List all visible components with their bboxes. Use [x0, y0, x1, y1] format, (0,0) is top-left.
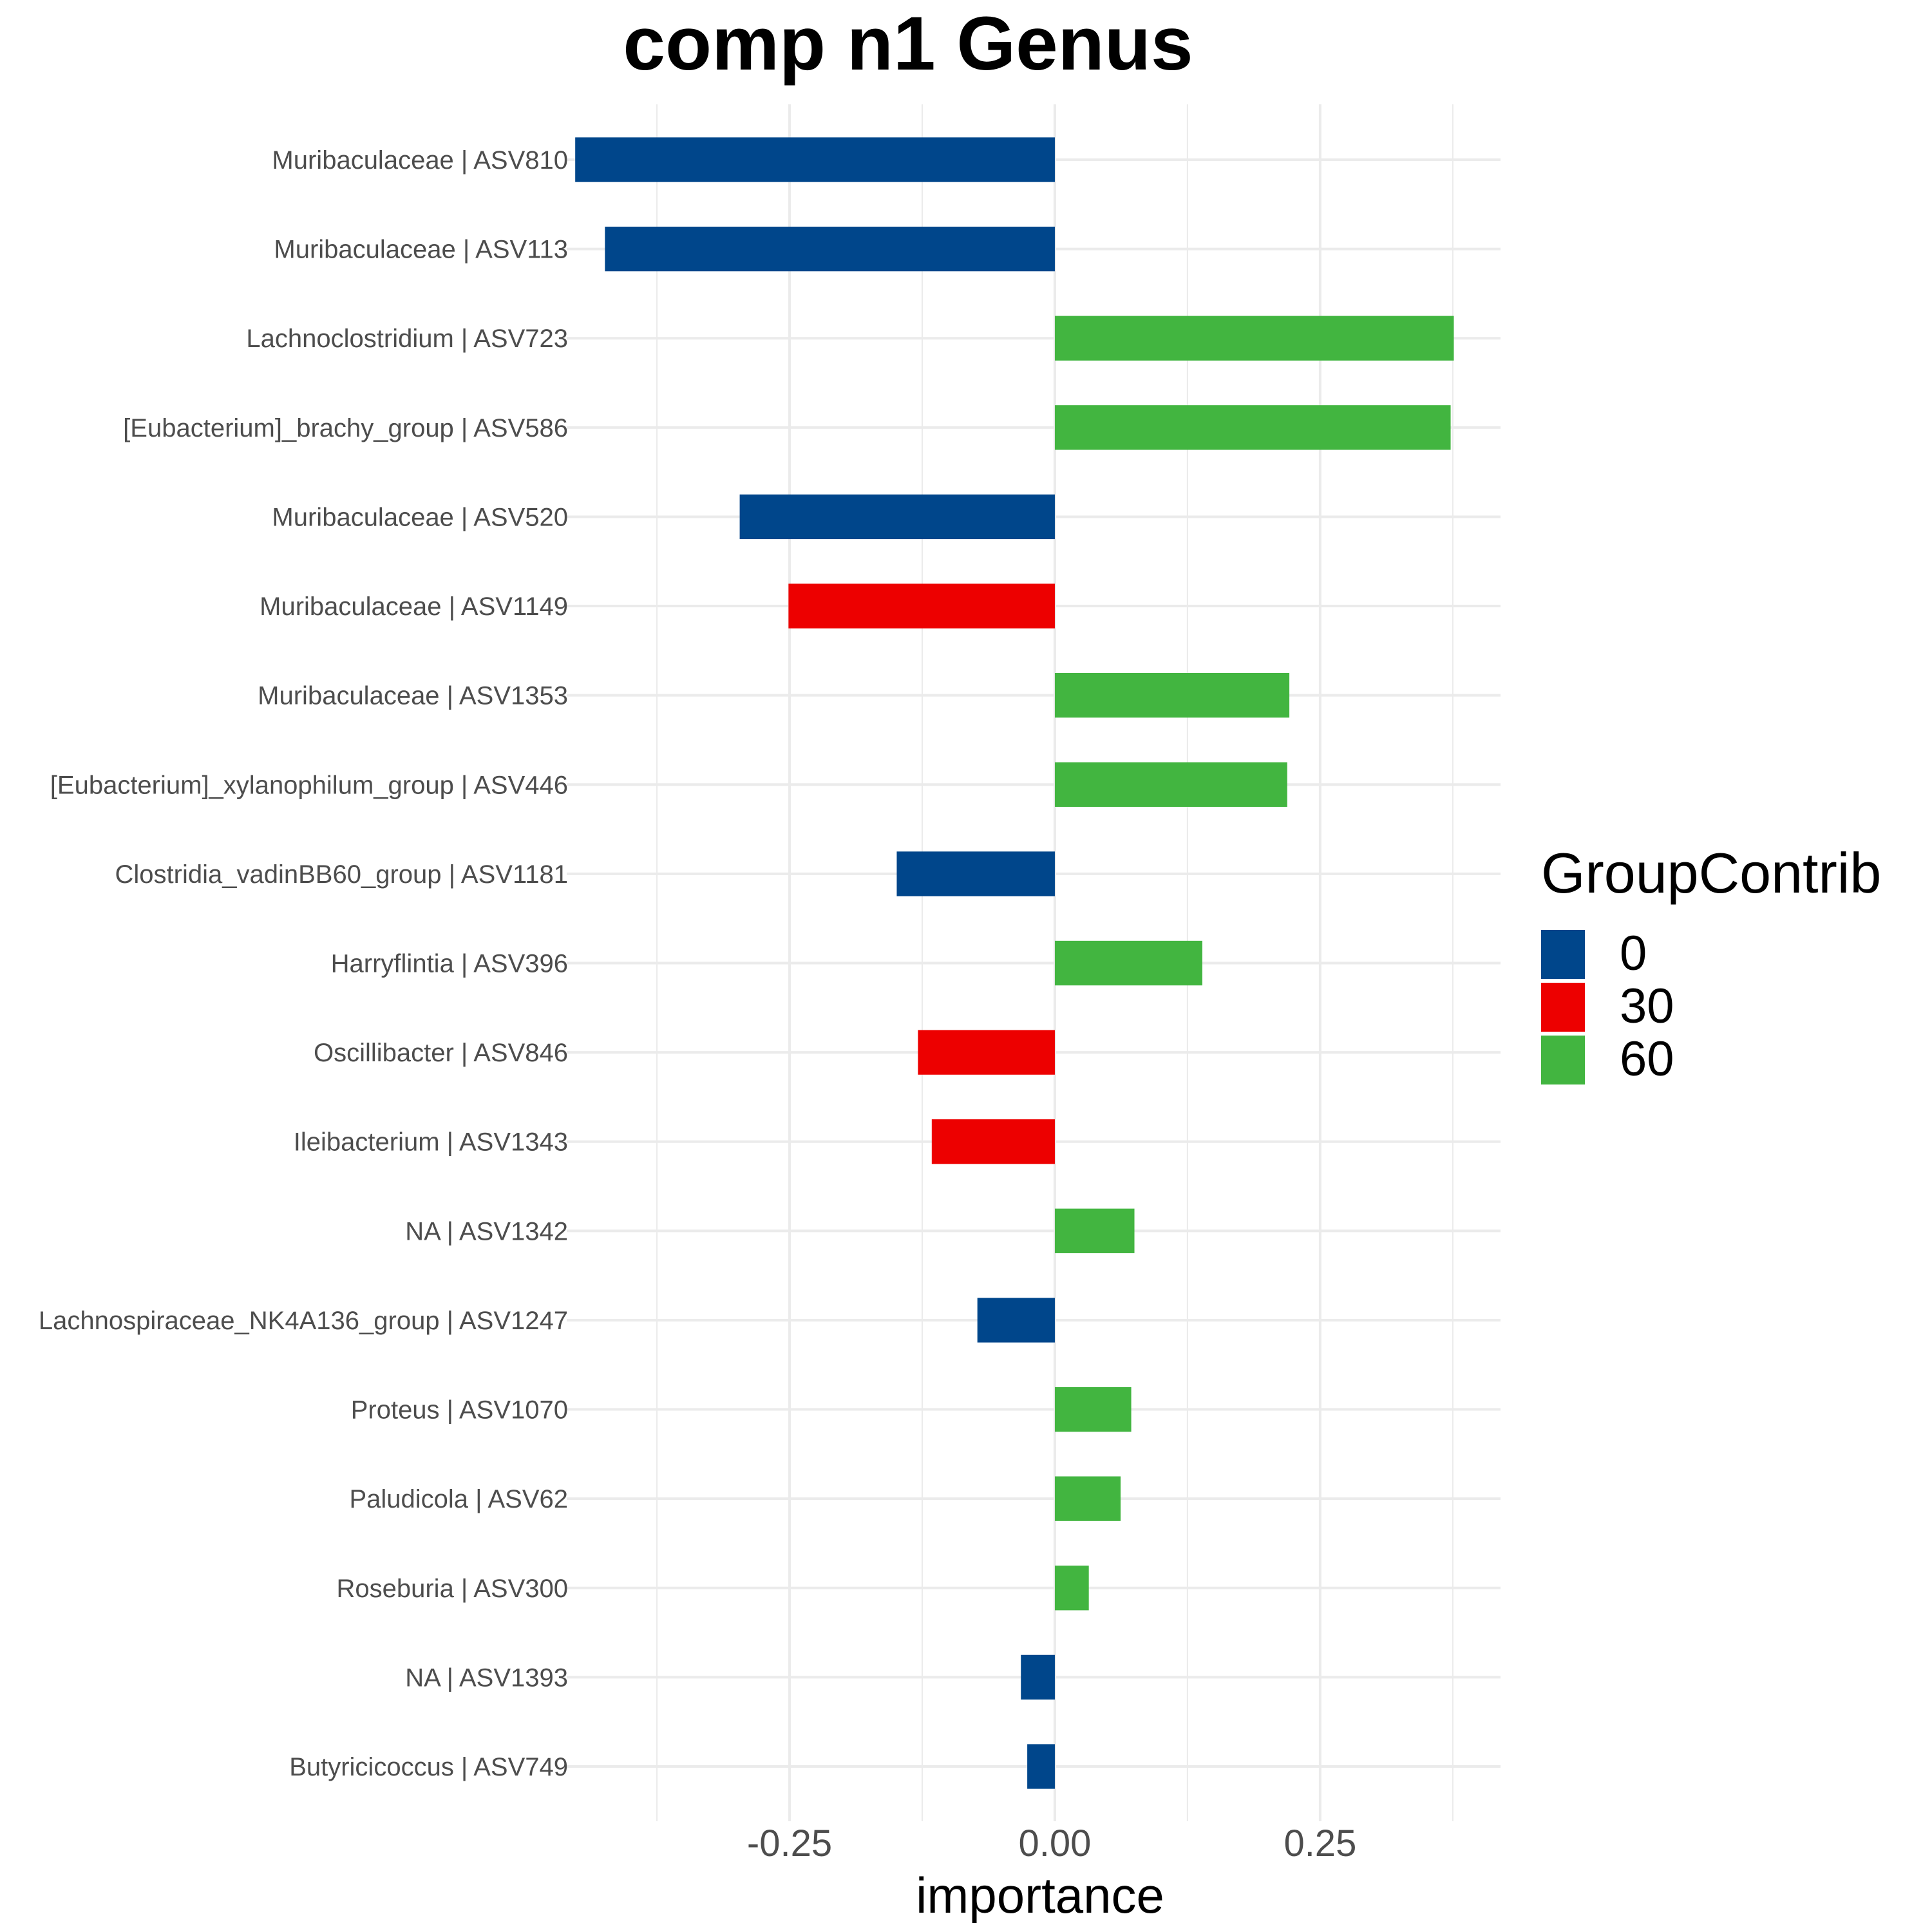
bar	[1054, 1387, 1132, 1432]
y-tick-label: NA | ASV1342	[405, 1217, 568, 1245]
bar	[788, 583, 1055, 629]
bar	[1054, 316, 1454, 361]
chart-title: comp n1 Genus	[623, 1, 1193, 86]
bar	[1054, 1476, 1121, 1521]
x-tick-label: -0.25	[747, 1823, 832, 1864]
y-tick-label: Ileibacterium | ASV1343	[294, 1128, 568, 1157]
legend-label: 30	[1620, 979, 1674, 1034]
bar	[575, 137, 1055, 182]
bar	[1054, 673, 1290, 718]
y-tick-label: Muribaculaceae | ASV1353	[258, 682, 568, 710]
bar	[1054, 1566, 1089, 1611]
y-tick-label: Muribaculaceae | ASV1149	[260, 592, 568, 621]
y-tick-label: Paludicola | ASV62	[349, 1485, 568, 1513]
legend-label: 0	[1620, 926, 1647, 981]
bar	[1021, 1654, 1055, 1700]
legend-swatch	[1541, 930, 1585, 979]
bar	[605, 226, 1055, 272]
x-tick-label: 0.00	[1019, 1823, 1092, 1864]
legend-label: 60	[1620, 1032, 1674, 1086]
y-tick-label: Proteus | ASV1070	[351, 1396, 568, 1425]
y-tick-label: Oscillibacter | ASV846	[314, 1039, 568, 1067]
y-tick-label: Lachnospiraceae_NK4A136_group | ASV1247	[39, 1307, 568, 1335]
y-tick-label: [Eubacterium]_brachy_group | ASV586	[123, 414, 568, 442]
legend-title: GroupContrib	[1541, 841, 1881, 905]
bar	[896, 851, 1055, 896]
bar	[918, 1030, 1055, 1075]
x-tick-label: 0.25	[1283, 1823, 1356, 1864]
legend-swatch	[1541, 1036, 1585, 1084]
bar	[1054, 940, 1202, 986]
y-tick-label: Lachnoclostridium | ASV723	[246, 325, 568, 353]
y-tick-label: NA | ASV1393	[405, 1663, 568, 1692]
y-tick-label: Harryflintia | ASV396	[331, 950, 568, 978]
bar	[1054, 1208, 1135, 1253]
x-axis-tick-labels: -0.25 0.00 0.25	[747, 1823, 1356, 1864]
y-tick-label: Clostridia_vadinBB60_group | ASV1181	[115, 860, 568, 889]
x-axis-label: importance	[916, 1867, 1164, 1924]
y-tick-label: Roseburia | ASV300	[336, 1575, 568, 1603]
y-tick-label: Muribaculaceae | ASV113	[274, 236, 568, 264]
y-tick-label: Muribaculaceae | ASV810	[272, 146, 568, 175]
y-tick-label: Muribaculaceae | ASV520	[272, 503, 568, 531]
bar	[977, 1298, 1055, 1343]
bar	[1054, 405, 1451, 450]
bar	[1027, 1744, 1055, 1789]
legend-swatch	[1541, 983, 1585, 1032]
bar	[931, 1119, 1055, 1164]
y-axis-tick-labels: Muribaculaceae | ASV810 Muribaculaceae | …	[39, 146, 568, 1781]
bar	[1054, 762, 1287, 807]
y-tick-label: Butyricicoccus | ASV749	[289, 1753, 568, 1781]
bar	[739, 494, 1055, 540]
bars-layer	[575, 137, 1454, 1789]
y-tick-label: [Eubacterium]_xylanophilum_group | ASV44…	[50, 771, 568, 799]
